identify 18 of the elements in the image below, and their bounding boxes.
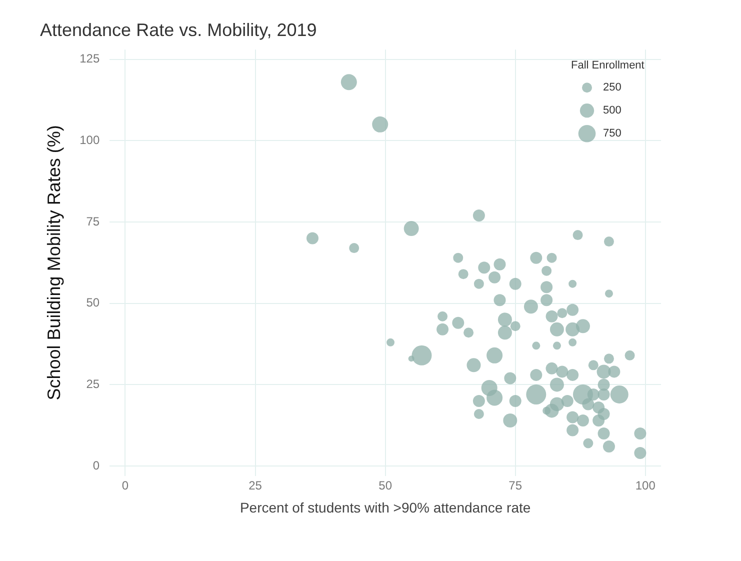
y-tick-label: 0 (92, 458, 100, 472)
legend-label: 750 (603, 128, 622, 140)
x-axis-title: Percent of students with >90% attendance rate (240, 499, 531, 516)
legend-title: Fall Enrollment (571, 60, 644, 72)
x-tick-label: 0 (122, 478, 129, 492)
y-axis-title: School Building Mobility Rates (%) (44, 125, 64, 400)
y-tick-label: 25 (86, 377, 100, 392)
y-tick-label: 125 (80, 52, 100, 66)
legend-label: 500 (603, 104, 622, 117)
y-tick-label: 50 (86, 296, 100, 310)
y-tick-label: 75 (86, 214, 100, 228)
x-tick-label: 75 (508, 478, 522, 492)
x-tick-label: 25 (248, 478, 262, 492)
legend-label: 250 (603, 82, 622, 94)
x-tick-label: 100 (635, 478, 656, 492)
x-tick-label: 50 (378, 478, 392, 492)
y-tick-label: 100 (80, 133, 100, 148)
chart-title: Attendance Rate vs. Mobility, 2019 (40, 20, 317, 40)
